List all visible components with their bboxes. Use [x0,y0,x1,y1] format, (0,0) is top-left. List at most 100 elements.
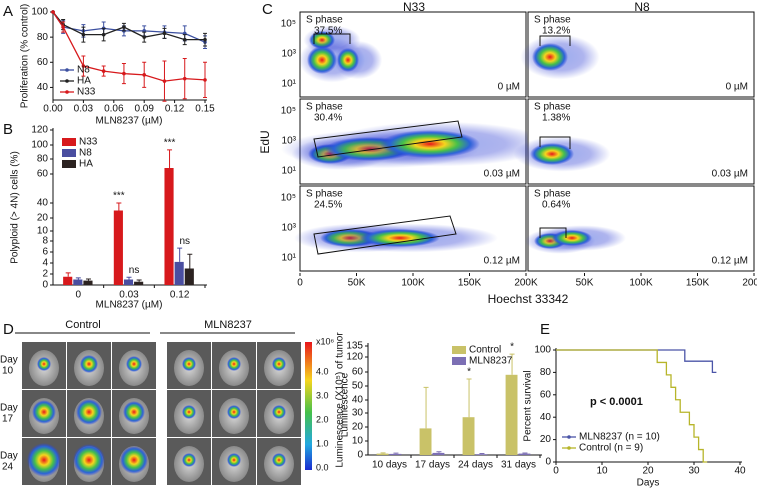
x-tick-label: 40 [734,466,746,477]
x-tick-label: 0.15 [195,104,215,115]
gate-label: S phase [306,102,343,113]
y-tick-label: 20 [37,213,49,224]
signal [272,453,286,467]
legend-swatch [62,149,76,157]
signal [182,453,196,467]
x-tick-label: 30 [688,466,700,477]
y-tick-label: 0 [42,280,48,291]
axis-line [52,128,207,286]
dose-label: 0 µM [498,82,520,93]
legend-label: MLN8237 [469,356,513,367]
series-line [52,11,205,41]
gate [539,136,571,149]
x-tick-label: 0.06 [104,104,124,115]
legend-marker [65,68,69,72]
point [122,71,126,76]
bar [462,417,475,455]
legend-marker [567,435,571,439]
gate-percent: 24.5% [314,200,342,211]
gate-percent: 1.38% [542,113,570,124]
error-bar [167,149,173,168]
y-tick-label: 40 [37,82,49,93]
point [122,25,126,29]
day-label: 24 [2,462,14,473]
legend-marker [65,79,69,83]
point [81,32,86,37]
y-tick-label: 20 [540,434,552,445]
legend-label: N8 [77,65,90,76]
y-tick-label: 60 [540,389,552,400]
signal [182,357,196,371]
bar [419,428,432,455]
annotation: p < 0.0001 [590,396,643,408]
x-tick-label: 10 [596,466,608,477]
bar [63,276,73,285]
bar [164,168,174,285]
error-bar [436,451,442,453]
signal [123,401,145,423]
point [203,78,207,82]
y-tick-label: 10 [352,436,364,447]
signal [27,443,61,477]
legend-swatch [452,346,466,354]
x-tick-label: 100K [629,278,653,289]
bar [113,210,123,285]
y-tick-label: 100 [31,140,48,151]
bar [518,453,531,455]
x-tick-label: 0 [76,290,82,301]
column-title: N8 [634,0,650,14]
panel-label: E [540,321,550,338]
y-axis-label: Percent survival [523,370,534,441]
signal [272,405,286,419]
day-label: Day [0,451,18,462]
y-tick-label: 10³ [282,49,297,60]
error-bar [380,452,386,454]
y-tick-label: 8 [42,236,48,247]
panel-label: C [262,1,273,18]
signal [80,355,98,373]
legend-marker [567,446,571,450]
y-tick-label: 60 [37,57,49,68]
y-tick-label: 60 [37,169,49,180]
signal [37,357,51,371]
dose-label: 0.03 µM [484,169,520,180]
y-tick-label: 10³ [282,136,297,147]
y-tick-label: 100 [31,7,48,18]
error-bar [466,378,472,418]
legend-label: HA [79,159,93,170]
x-tick-label: 150K [458,278,482,289]
series-line [556,349,708,463]
y-tick-label: 60 [352,367,364,378]
x-tick-label: 200K [514,278,538,289]
x-tick-label: 10 days [372,460,407,471]
gate [539,35,571,46]
colorbar-tick: 2.0 [316,414,329,424]
signal [227,357,241,371]
density [380,130,480,158]
bar [174,261,184,285]
signal [182,405,196,419]
x-axis-label: Days [637,478,660,489]
legend-label: Control (n = 9) [579,443,643,454]
colorbar-tick: 3.0 [316,390,329,400]
colorbar-tick: 0.0 [316,462,329,472]
legend-label: MLN8237 (n = 10) [579,432,660,443]
signal [76,399,102,425]
density [307,46,337,74]
gate-label: S phase [306,15,343,26]
signal [32,400,56,424]
legend-label: N33 [79,137,98,148]
error-bar [65,272,71,277]
bar [73,279,83,285]
y-axis-label: Polyploid (> 4N) cells (%) [10,151,21,264]
error-bar [187,253,193,269]
x-tick-label: 0.12 [165,104,185,115]
legend-swatch [452,357,466,365]
signal [272,357,286,371]
signal [126,356,142,372]
point [142,73,146,77]
x-tick-label: 0.03 [119,290,139,301]
y-tick-label: 120 [31,125,48,136]
error-bar [75,277,81,280]
x-tick-label: 200K [742,278,757,289]
